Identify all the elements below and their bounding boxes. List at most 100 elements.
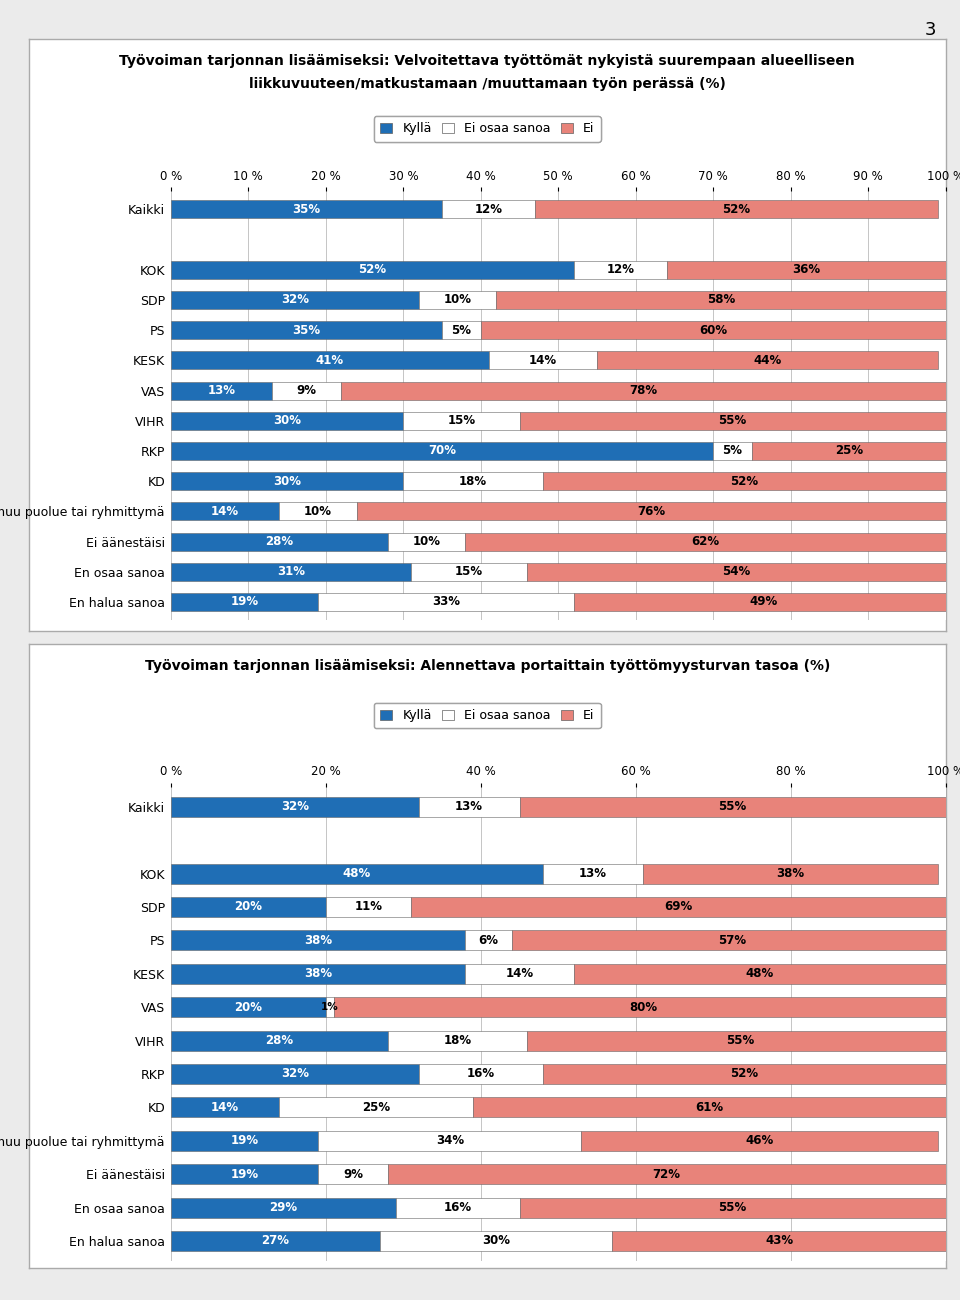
Bar xyxy=(519,412,946,430)
Bar xyxy=(171,1063,419,1084)
Text: 35%: 35% xyxy=(293,203,321,216)
Bar xyxy=(325,897,411,916)
Bar xyxy=(325,997,333,1017)
Text: 30%: 30% xyxy=(273,474,301,488)
Text: 9%: 9% xyxy=(343,1167,363,1180)
Bar xyxy=(411,897,946,916)
Text: 61%: 61% xyxy=(695,1101,724,1114)
Text: 19%: 19% xyxy=(230,1167,258,1180)
Bar xyxy=(643,863,938,884)
Legend: Kyllä, Ei osaa sanoa, Ei: Kyllä, Ei osaa sanoa, Ei xyxy=(373,703,601,728)
Text: 55%: 55% xyxy=(726,1034,755,1046)
Text: 12%: 12% xyxy=(474,203,502,216)
Text: 38%: 38% xyxy=(777,867,804,880)
Text: 35%: 35% xyxy=(293,324,321,337)
Text: 15%: 15% xyxy=(447,415,475,428)
Bar xyxy=(318,1131,582,1150)
Text: 38%: 38% xyxy=(304,967,332,980)
Text: 16%: 16% xyxy=(467,1067,494,1080)
Text: 44%: 44% xyxy=(754,354,781,367)
Bar xyxy=(171,1231,380,1251)
Bar xyxy=(403,472,542,490)
Bar xyxy=(272,381,342,399)
Bar xyxy=(481,321,946,339)
Bar xyxy=(519,797,946,816)
Bar xyxy=(171,897,325,916)
Text: 29%: 29% xyxy=(269,1201,298,1214)
Bar xyxy=(388,1031,527,1050)
Bar xyxy=(171,321,442,339)
Bar xyxy=(713,442,752,460)
Bar xyxy=(342,381,946,399)
Text: 32%: 32% xyxy=(281,294,309,307)
Bar xyxy=(542,472,946,490)
Bar xyxy=(403,412,519,430)
Bar xyxy=(612,1231,946,1251)
Bar xyxy=(574,593,953,611)
Bar xyxy=(279,502,357,520)
Text: liikkuvuuteen/matkustamaan /muuttamaan työn perässä (%): liikkuvuuteen/matkustamaan /muuttamaan t… xyxy=(249,78,726,91)
Bar xyxy=(171,1197,396,1218)
Text: 18%: 18% xyxy=(459,474,487,488)
Text: 70%: 70% xyxy=(428,445,456,458)
Bar xyxy=(171,863,542,884)
Bar xyxy=(396,1197,519,1218)
Bar xyxy=(171,442,713,460)
Bar xyxy=(171,351,489,369)
Text: 18%: 18% xyxy=(444,1034,471,1046)
Text: 25%: 25% xyxy=(834,445,863,458)
Text: 3: 3 xyxy=(924,21,936,39)
Text: 78%: 78% xyxy=(630,384,658,396)
Text: 15%: 15% xyxy=(455,566,483,578)
Text: Työvoiman tarjonnan lisäämiseksi: Velvoitettava työttömät nykyistä suurempaan al: Työvoiman tarjonnan lisäämiseksi: Velvoi… xyxy=(119,53,855,68)
Text: 33%: 33% xyxy=(432,595,460,608)
Bar xyxy=(171,1097,279,1118)
Bar xyxy=(279,1097,473,1118)
Bar xyxy=(574,261,666,278)
Text: 13%: 13% xyxy=(455,801,483,814)
Text: 14%: 14% xyxy=(211,1101,239,1114)
Bar xyxy=(574,963,946,984)
Bar xyxy=(171,797,419,816)
Text: 52%: 52% xyxy=(731,474,758,488)
Bar xyxy=(357,502,946,520)
Bar xyxy=(171,563,411,581)
Bar xyxy=(466,533,946,551)
Text: Työvoiman tarjonnan lisäämiseksi: Alennettava portaittain työttömyysturvan tasoa: Työvoiman tarjonnan lisäämiseksi: Alenne… xyxy=(145,659,829,673)
Text: 28%: 28% xyxy=(265,1034,294,1046)
Text: 43%: 43% xyxy=(765,1235,793,1248)
Text: 20%: 20% xyxy=(234,901,262,914)
Text: 72%: 72% xyxy=(653,1167,681,1180)
Text: 10%: 10% xyxy=(444,294,471,307)
Text: 30%: 30% xyxy=(482,1235,511,1248)
Text: 34%: 34% xyxy=(436,1135,464,1148)
Text: 27%: 27% xyxy=(261,1235,290,1248)
Bar xyxy=(512,931,953,950)
Bar xyxy=(171,997,325,1017)
Bar xyxy=(171,472,403,490)
Text: 48%: 48% xyxy=(746,967,774,980)
Bar xyxy=(489,351,597,369)
Bar xyxy=(419,1063,542,1084)
Text: 55%: 55% xyxy=(718,801,747,814)
Bar xyxy=(542,863,643,884)
Text: 9%: 9% xyxy=(297,384,317,396)
Text: 19%: 19% xyxy=(230,1135,258,1148)
Text: 52%: 52% xyxy=(722,203,751,216)
Text: 19%: 19% xyxy=(230,595,258,608)
Legend: Kyllä, Ei osaa sanoa, Ei: Kyllä, Ei osaa sanoa, Ei xyxy=(373,116,601,142)
Text: 38%: 38% xyxy=(304,933,332,946)
Text: 13%: 13% xyxy=(579,867,607,880)
Bar xyxy=(527,1031,953,1050)
Text: 12%: 12% xyxy=(606,264,635,277)
Bar xyxy=(597,351,938,369)
Text: 31%: 31% xyxy=(277,566,305,578)
Text: 5%: 5% xyxy=(723,445,742,458)
Text: 25%: 25% xyxy=(362,1101,391,1114)
Bar xyxy=(333,997,953,1017)
Text: 32%: 32% xyxy=(281,1067,309,1080)
Text: 1%: 1% xyxy=(321,1002,339,1013)
Bar xyxy=(318,593,574,611)
Text: 58%: 58% xyxy=(707,294,735,307)
Text: 5%: 5% xyxy=(451,324,471,337)
